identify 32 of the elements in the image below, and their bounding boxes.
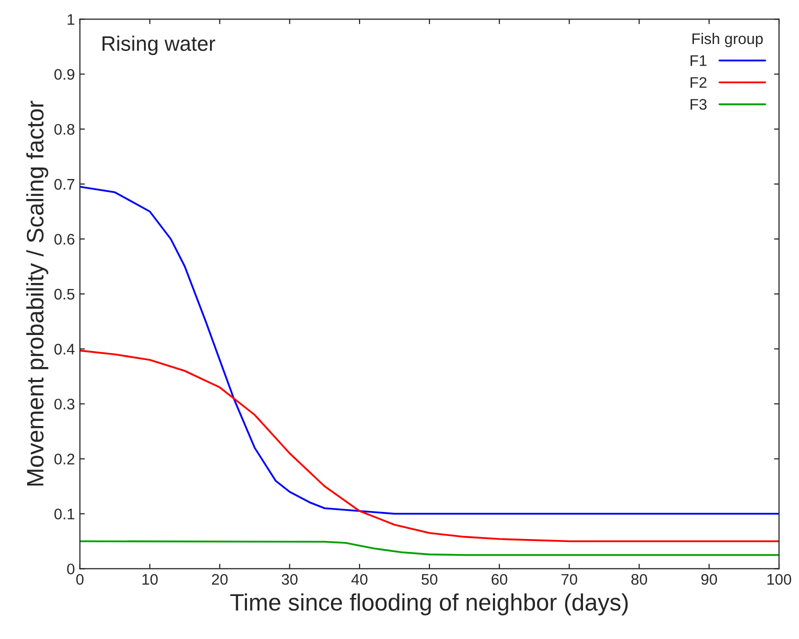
y-axis-title: Movement probability / Scaling factor [26, 100, 48, 486]
y-tick-label: 0.1 [54, 508, 74, 520]
line-series [80, 350, 780, 542]
x-tick-label: 50 [422, 574, 438, 585]
x-tick-label: 30 [282, 574, 298, 585]
x-tick-label: 10 [142, 574, 158, 585]
x-tick-label: 20 [212, 574, 228, 585]
y-tick-label: 0.3 [54, 398, 74, 410]
x-tick-label: 80 [631, 574, 648, 585]
line-series [80, 540, 780, 556]
x-tick-label: 70 [562, 574, 578, 585]
y-tick-label: 0.7 [54, 178, 74, 190]
x-axis-title: Time since flooding of neighbor (days) [230, 593, 628, 616]
y-tick-label: 1 [68, 14, 74, 25]
x-tick-label: 100 [767, 574, 792, 585]
legend-label: F1 [690, 55, 706, 66]
legend-label: F3 [690, 98, 707, 110]
line-series [80, 186, 780, 515]
x-tick-label: 40 [351, 574, 368, 585]
y-tick-label: 0 [67, 564, 74, 574]
y-tick-label: 0.9 [54, 68, 74, 80]
legend-title: Fish group [692, 32, 763, 48]
y-tick-label: 0.4 [54, 344, 75, 355]
y-tick-label: 0.6 [54, 234, 74, 245]
x-tick-label: 60 [492, 574, 508, 585]
legend-label: F2 [690, 77, 706, 88]
x-tick-label: 0 [76, 574, 84, 585]
x-tick-label: 90 [701, 574, 718, 585]
y-tick-label: 0.8 [54, 124, 74, 135]
y-tick-label: 0.2 [54, 454, 74, 464]
annotation: Rising water [102, 36, 216, 56]
y-tick-label: 0.5 [54, 288, 74, 300]
